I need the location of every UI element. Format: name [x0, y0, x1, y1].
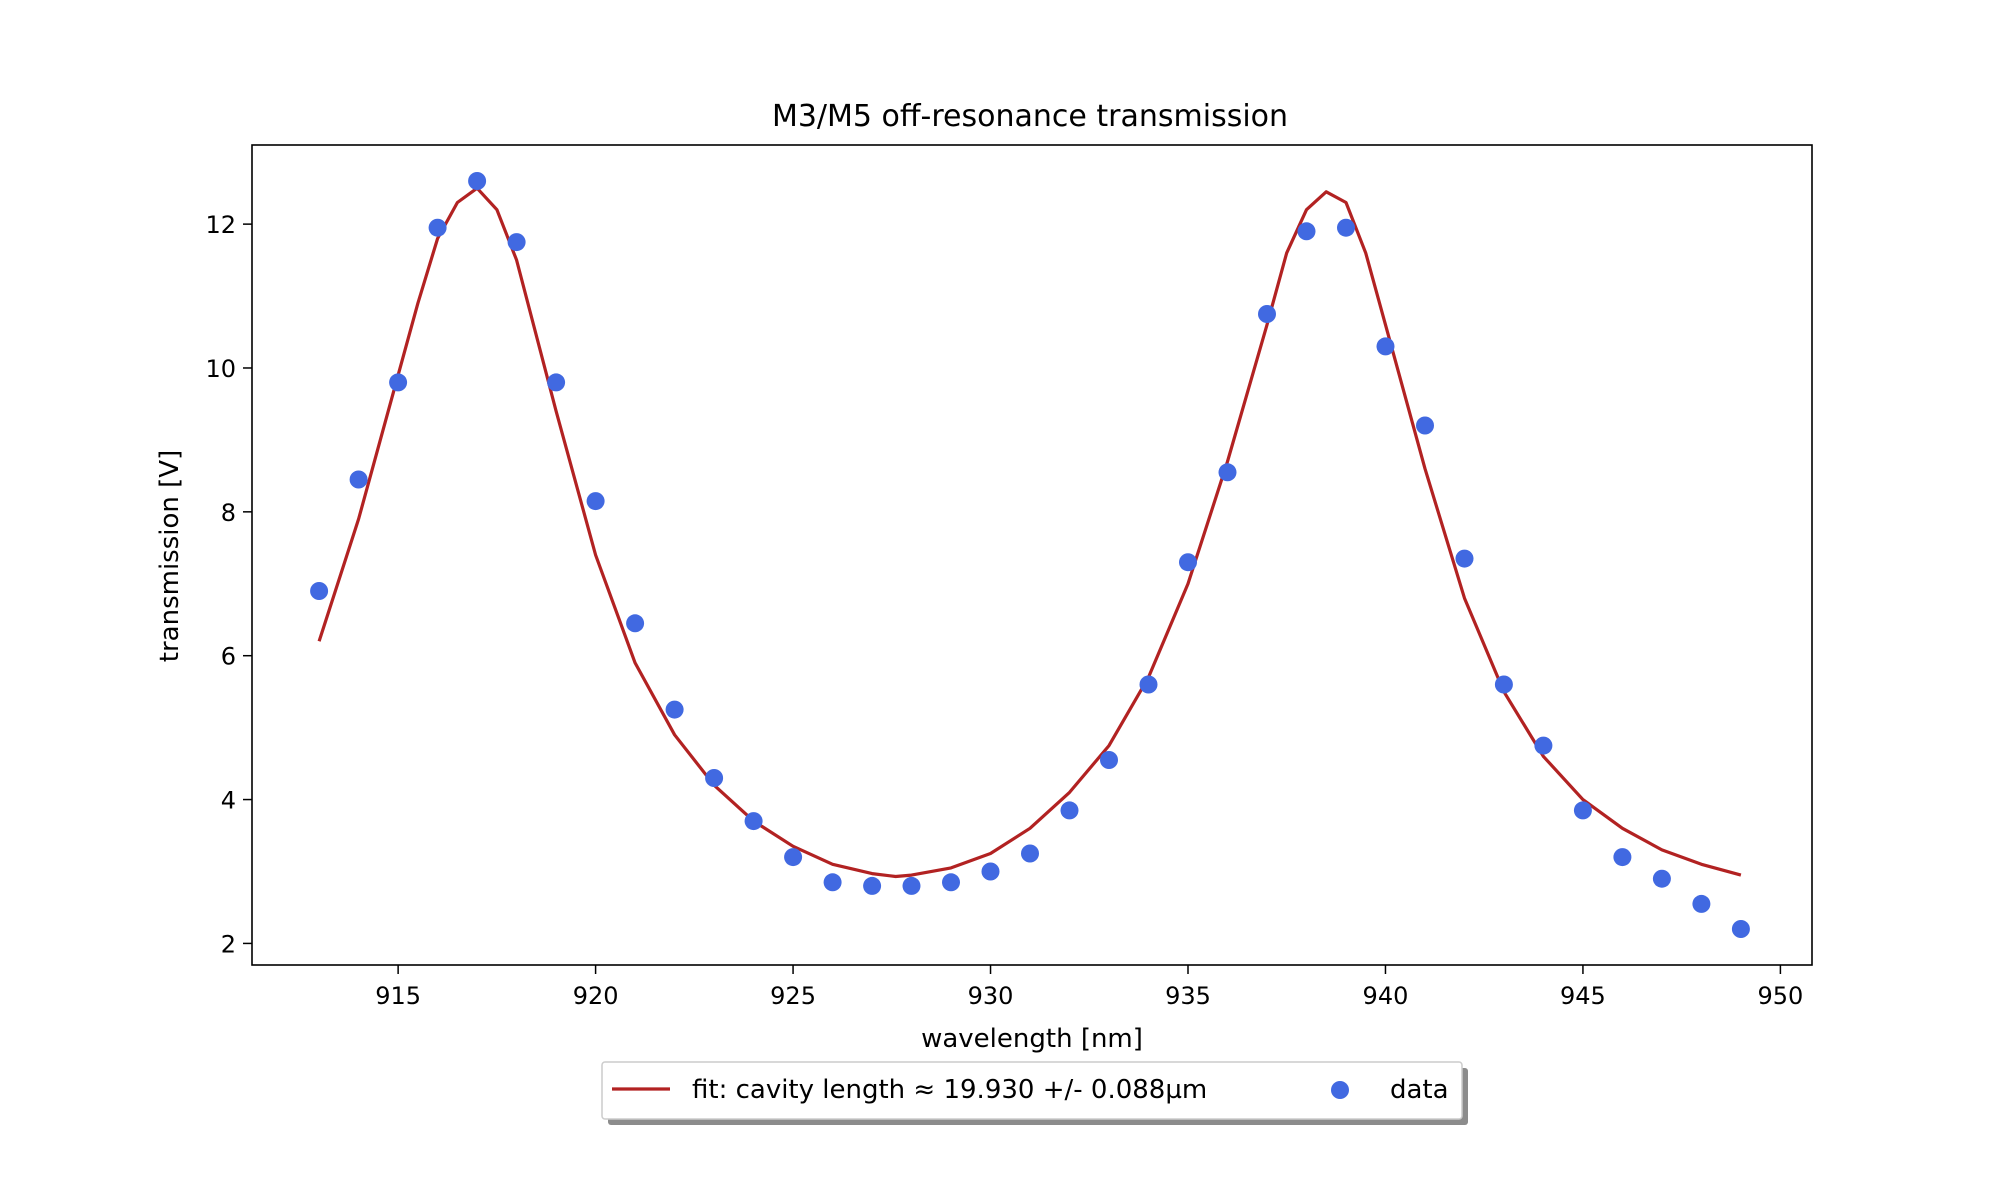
x-tick-label-945: 945 [1560, 982, 1606, 1010]
fit-curve [317, 186, 1742, 879]
chart-title: M3/M5 off-resonance transmission [772, 99, 1288, 134]
data-point [1652, 869, 1671, 888]
data-point [1021, 844, 1039, 863]
legend-fit-label: fit: cavity length ≈ 19.930 +/- 0.088µm [692, 1075, 1207, 1105]
data-point [1731, 920, 1750, 938]
x-tick-label-925: 925 [770, 982, 816, 1010]
data-point [1534, 736, 1553, 755]
data-point [1060, 801, 1079, 820]
data-point [1416, 416, 1434, 435]
data-point [1179, 553, 1197, 572]
x-axis-label: wavelength [nm] [921, 1024, 1143, 1054]
x-axis: 915 920 925 930 935 940 945 950 [375, 965, 1803, 1010]
x-tick-label-935: 935 [1165, 982, 1211, 1010]
data-point [784, 848, 803, 867]
data-point [428, 218, 447, 237]
data-point [310, 582, 329, 600]
data-point [349, 470, 368, 489]
data-point [1218, 463, 1237, 482]
y-axis-label: transmission [V] [155, 450, 185, 662]
y-tick-label-12: 12 [205, 211, 236, 239]
y-tick-label-2: 2 [221, 930, 236, 958]
y-tick-label-8: 8 [221, 499, 236, 527]
data-point [1692, 894, 1711, 913]
data-point [586, 492, 605, 511]
data-point [1494, 675, 1513, 694]
y-axis: 2 4 6 8 10 12 [205, 211, 252, 958]
data-point [389, 373, 408, 392]
data-point [626, 614, 645, 633]
data-point [1337, 218, 1355, 237]
data-point [1139, 675, 1158, 694]
y-tick-label-4: 4 [221, 787, 236, 815]
data-point [665, 700, 684, 719]
data-point [1455, 549, 1474, 568]
data-point [705, 769, 724, 787]
x-tick-label-950: 950 [1757, 982, 1803, 1010]
data-point [1613, 848, 1632, 867]
fit-line-layer [317, 186, 1742, 879]
y-tick-label-6: 6 [221, 643, 236, 671]
data-point [468, 172, 487, 190]
x-tick-label-915: 915 [375, 982, 421, 1010]
legend-data-swatch [1331, 1081, 1349, 1099]
data-point [863, 876, 882, 895]
x-tick-label-920: 920 [573, 982, 619, 1010]
data-point [942, 873, 960, 892]
data-point [1297, 222, 1316, 241]
y-tick-label-10: 10 [205, 355, 236, 383]
data-point [547, 373, 566, 392]
data-point [1100, 751, 1118, 769]
data-point [507, 233, 526, 252]
plot-frame [251, 144, 1813, 966]
data-point [1258, 305, 1276, 323]
data-point [744, 812, 763, 831]
legend-data-label: data [1390, 1075, 1449, 1105]
data-point [823, 873, 842, 892]
data-point [1573, 801, 1592, 820]
data-point [902, 876, 921, 895]
legend: fit: cavity length ≈ 19.930 +/- 0.088µm … [601, 1061, 1468, 1125]
plot-area [251, 144, 1813, 966]
data-point [1376, 337, 1395, 356]
data-point [981, 862, 1000, 881]
x-tick-label-940: 940 [1363, 982, 1409, 1010]
legend-box [601, 1061, 1463, 1120]
data-points-layer [310, 172, 1750, 938]
x-tick-label-930: 930 [968, 982, 1014, 1010]
